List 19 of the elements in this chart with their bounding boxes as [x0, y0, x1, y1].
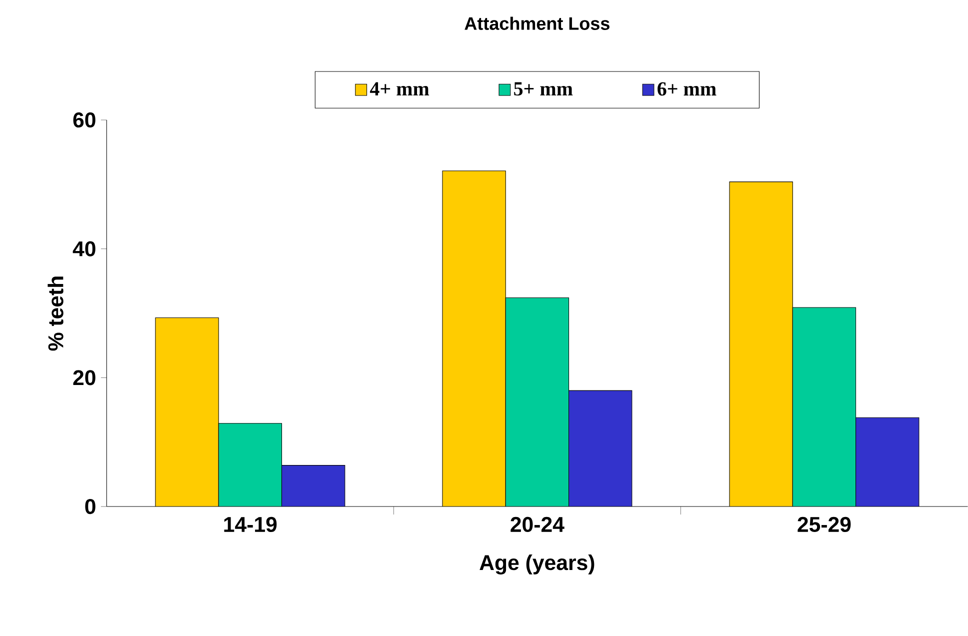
legend-label: 6+ mm — [658, 82, 716, 96]
bar — [856, 417, 920, 507]
legend-label: 5+ mm — [514, 82, 573, 96]
bar — [442, 170, 506, 507]
x-axis-title: Age (years) — [480, 554, 594, 575]
x-tick-label: 25-29 — [798, 517, 851, 532]
bar — [282, 465, 345, 507]
bar — [155, 318, 219, 507]
y-tick-label: 60 — [73, 112, 96, 128]
y-tick-label: 20 — [73, 370, 96, 386]
chart-title: Attachment Loss — [464, 16, 610, 30]
y-tick-label: 40 — [72, 241, 96, 256]
bar — [568, 390, 632, 507]
legend-label: 4+ mm — [370, 82, 430, 96]
y-tick-label: 0 — [85, 499, 96, 514]
x-tick-label: 20-24 — [510, 517, 564, 532]
y-axis-title: % teeth — [48, 276, 64, 351]
bar — [729, 182, 793, 507]
x-tick-label: 14-19 — [224, 517, 277, 532]
